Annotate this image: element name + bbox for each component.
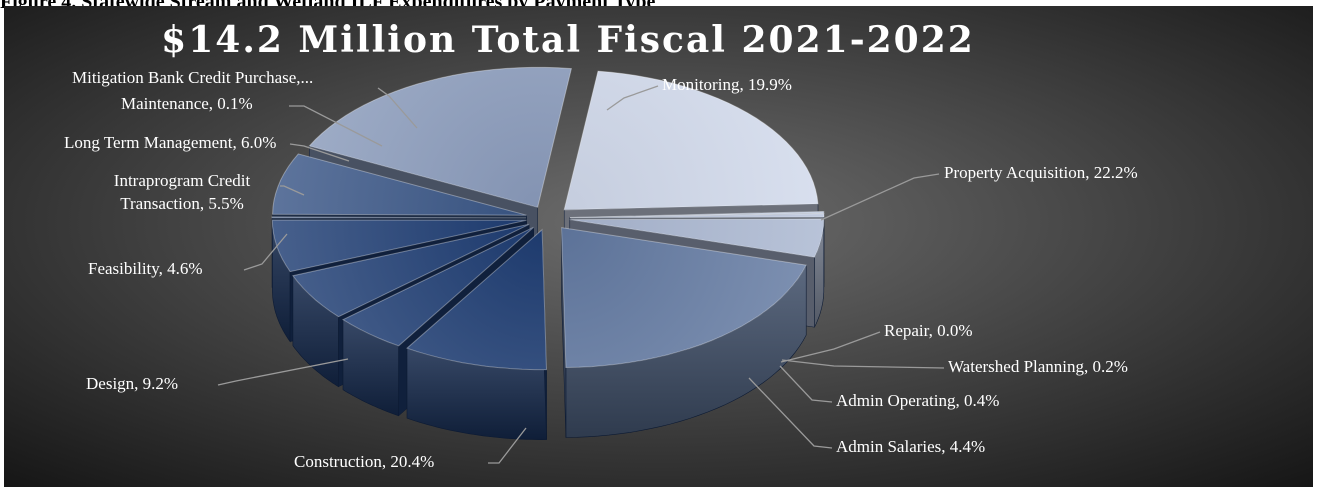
slice-admin-operating — [569, 213, 825, 219]
leader-line-feasibility — [243, 233, 288, 271]
data-label-admin-operating: Admin Operating, 0.4% — [836, 391, 999, 410]
slice-watershed-planning — [569, 211, 825, 219]
slice-monitoring — [308, 66, 573, 208]
slice-feasibility — [341, 226, 535, 347]
data-label-monitoring: Monitoring, 19.9% — [662, 75, 792, 94]
slice-admin-salaries — [569, 218, 825, 258]
chart-container: $14.2 Million Total Fiscal 2021-2022 Mon… — [4, 6, 1313, 487]
pie-chart: $14.2 Million Total Fiscal 2021-2022 Mon… — [4, 6, 1313, 487]
data-label-mitigation-bank-credit-purchase: Mitigation Bank Credit Purchase,... — [72, 68, 313, 87]
leader-line-intraprogram-credit-transaction — [280, 185, 305, 196]
leader-line-admin-salaries — [748, 377, 833, 449]
chart-title: $14.2 Million Total Fiscal 2021-2022 — [161, 19, 975, 61]
data-labels: Monitoring, 19.9% Property Acquisition, 2… — [64, 68, 1138, 471]
leader-line-admin-operating — [779, 365, 833, 403]
leader-line-property-acquisition — [820, 173, 940, 221]
slice-side-intraprogram-credit-transaction — [292, 274, 339, 388]
data-label-admin-salaries: Admin Salaries, 4.4% — [836, 437, 985, 456]
data-label-long-term-management: Long Term Management, 6.0% — [64, 133, 276, 152]
data-label-design: Design, 9.2% — [86, 374, 178, 393]
pie-tops — [271, 66, 825, 371]
leader-line-construction — [488, 427, 527, 464]
data-label-feasibility: Feasibility, 4.6% — [88, 259, 203, 278]
leader-line-watershed-planning — [781, 359, 945, 369]
slice-side-long-term-management — [272, 220, 291, 343]
leader-line-long-term-management — [289, 143, 350, 162]
leader-line-repair — [780, 331, 881, 363]
leader-line-design — [217, 358, 349, 386]
data-label-maintenance: Maintenance, 0.1% — [121, 94, 253, 113]
slice-construction — [560, 227, 807, 369]
slice-repair — [569, 211, 824, 218]
data-label-watershed-planning: Watershed Planning, 0.2% — [948, 357, 1128, 376]
leader-line-monitoring — [606, 85, 659, 111]
leader-line-maintenance — [289, 105, 383, 147]
leader-line-mitigation-bank-credit-purchase — [377, 87, 418, 129]
slice-intraprogram-credit-transaction — [292, 223, 530, 318]
leader-lines — [217, 85, 945, 464]
slice-property-acquisition — [563, 70, 819, 211]
slice-maintenance — [271, 216, 527, 219]
data-label-property-acquisition: Property Acquisition, 22.2% — [944, 163, 1138, 182]
slice-side-design — [406, 347, 547, 441]
data-label-repair: Repair, 0.0% — [884, 321, 973, 340]
data-label-construction: Construction, 20.4% — [294, 452, 434, 471]
slice-design — [406, 228, 548, 371]
slice-mitigation-bank-credit-purchase — [272, 153, 527, 216]
data-label-intraprogram-credit-transaction: Intraprogram Credit Transaction, 5.5% — [114, 171, 251, 213]
